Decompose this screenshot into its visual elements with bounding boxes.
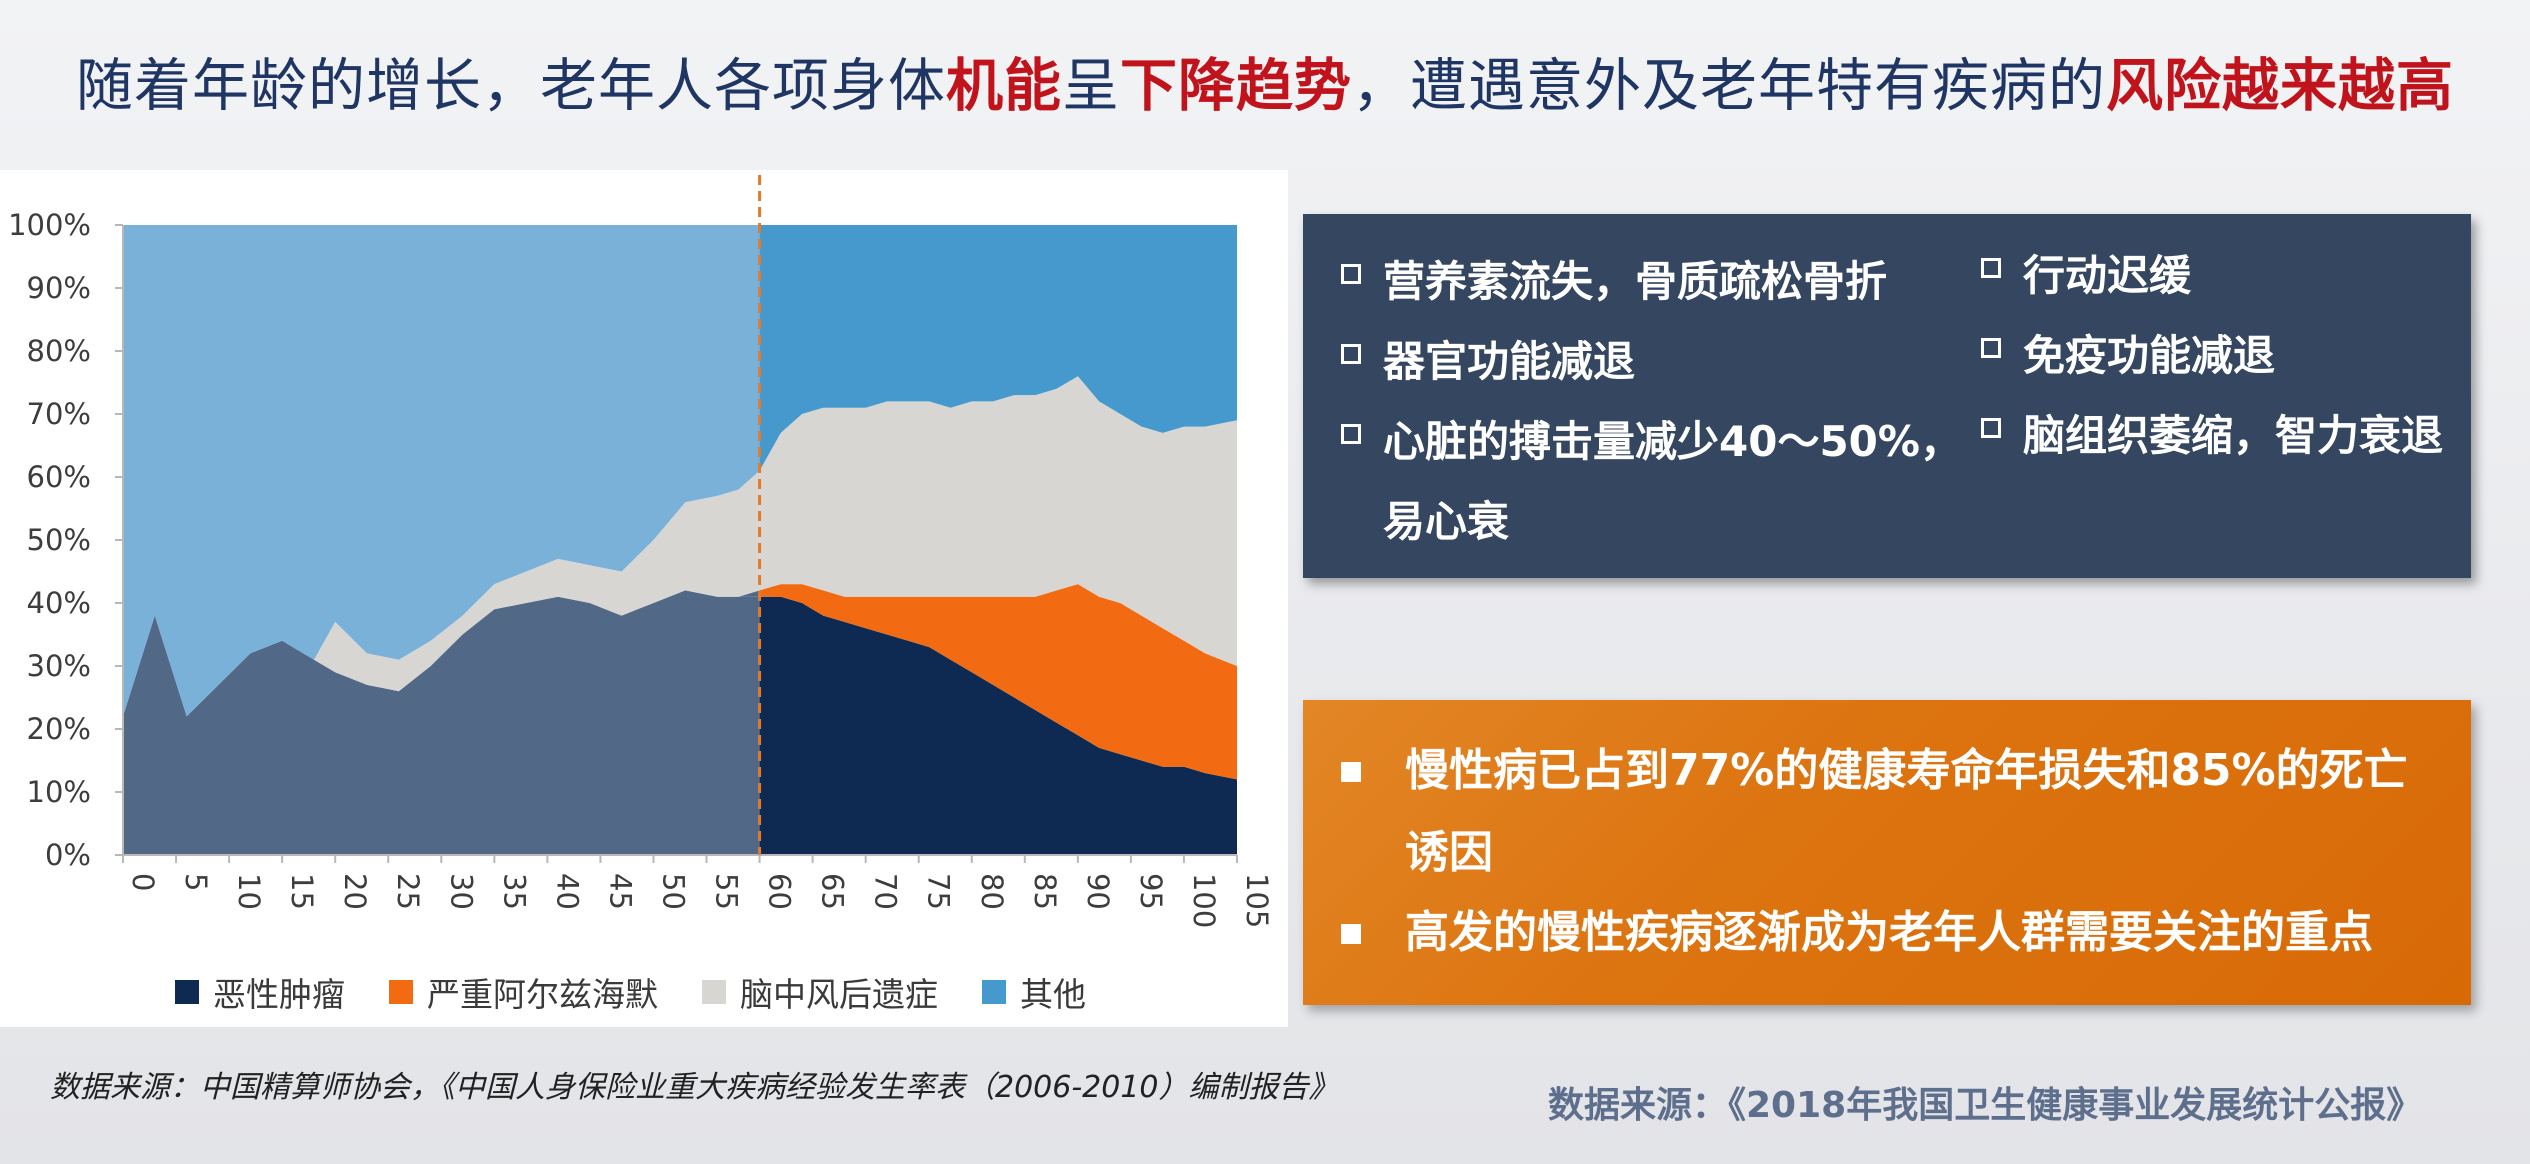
title-part-2: 呈 (1062, 53, 1120, 119)
x-tick-label: 45 (603, 873, 637, 910)
symptom-text: 脑组织萎缩，智力衰退 (2023, 411, 2444, 460)
chronic-item: 高发的慢性疾病逐渐成为老年人群需要关注的重点 (1341, 892, 2415, 974)
hollow-square-bullet-icon (1341, 344, 1361, 364)
legend-label-alzheimer: 严重阿尔兹海默 (427, 975, 658, 1014)
symptom-text: 营养素流失，骨质疏松骨折 (1383, 257, 1888, 306)
x-tick-label: 40 (550, 873, 584, 910)
hollow-square-bullet-icon (1981, 338, 2001, 358)
x-tick-label: 20 (338, 873, 372, 910)
hollow-square-bullet-icon (1981, 418, 2001, 438)
chart-panel: 0% 10% 20% 30% 40% 50% 60% 70% 80% 90% 100% 0 5 10 15 2… (0, 170, 1288, 1027)
y-tick-label: 10% (27, 775, 91, 809)
title-highlight-risk: 风险越来越高 (2106, 53, 2454, 119)
square-bullet-icon (1341, 762, 1361, 782)
y-tick-label: 40% (27, 586, 91, 620)
area-series-other-pre60 (123, 225, 760, 717)
y-tick-label: 80% (27, 334, 91, 368)
x-tick-label: 25 (391, 873, 425, 910)
symptom-text: 免疫功能减退 (2023, 331, 2276, 380)
symptoms-panel: 营养素流失，骨质疏松骨折 器官功能减退 心脏的搏击量减少40～50%， 易心衰 … (1303, 214, 2471, 578)
chronic-text: 慢性病已占到77%的健康寿命年损失和85%的死亡诱因 (1405, 745, 2408, 878)
title-highlight-function: 机能 (946, 53, 1062, 119)
x-tick-label: 10 (232, 873, 266, 910)
y-tick-label: 20% (27, 712, 91, 746)
legend-item-alzheimer: 严重阿尔兹海默 (389, 968, 658, 1016)
hollow-square-bullet-icon (1981, 258, 2001, 278)
legend-label-malignant: 恶性肿瘤 (213, 975, 345, 1014)
x-tick-label: 60 (763, 873, 797, 910)
y-tick-label: 70% (27, 397, 91, 431)
chronic-item: 慢性病已占到77%的健康寿命年损失和85%的死亡诱因 (1341, 730, 2415, 894)
x-tick-label: 30 (444, 873, 478, 910)
legend-swatch-stroke (702, 980, 726, 1004)
x-tick-label: 15 (285, 873, 319, 910)
x-tick-label: 70 (869, 873, 903, 910)
chronic-text: 高发的慢性疾病逐渐成为老年人群需要关注的重点 (1405, 907, 2373, 958)
y-tick-label: 30% (27, 649, 91, 683)
title-part-3: ，遭遇意外及老年特有疾病的 (1352, 53, 2106, 119)
y-tick-label: 90% (27, 271, 91, 305)
symptom-text: 行动迟缓 (2023, 251, 2192, 300)
legend-item-malignant: 恶性肿瘤 (175, 968, 345, 1016)
x-tick-label: 5 (179, 873, 213, 891)
x-tick-label: 80 (975, 873, 1009, 910)
legend-label-stroke: 脑中风后遗症 (740, 975, 938, 1014)
area-series-malignant-post60 (759, 596, 1237, 855)
legend-swatch-malignant (175, 980, 199, 1004)
page-title: 随着年龄的增长，老年人各项身体机能呈下降趋势，遭遇意外及老年特有疾病的风险越来越… (0, 40, 2530, 122)
symptom-item: 营养素流失，骨质疏松骨折 (1341, 242, 1887, 322)
x-tick-label: 0 (126, 873, 160, 891)
chronic-disease-panel: 慢性病已占到77%的健康寿命年损失和85%的死亡诱因 高发的慢性疾病逐渐成为老年… (1303, 700, 2471, 1005)
legend-item-other: 其他 (982, 968, 1086, 1016)
title-part-1: 随着年龄的增长，老年人各项身体 (76, 53, 946, 119)
y-tick-label: 100% (8, 208, 91, 242)
area-series-stroke-sequelae-post60 (759, 376, 1237, 666)
symptom-item: 免疫功能减退 (1981, 316, 2275, 396)
symptom-text: 器官功能减退 (1383, 337, 1636, 386)
hollow-square-bullet-icon (1341, 264, 1361, 284)
area-series-stroke-sequelae-pre60 (123, 470, 760, 717)
stacked-area-chart: 0% 10% 20% 30% 40% 50% 60% 70% 80% 90% 100% 0 5 10 15 2… (8, 175, 1274, 928)
square-bullet-icon (1341, 924, 1361, 944)
area-series-other-post60 (759, 225, 1237, 471)
x-tick-label: 75 (922, 873, 956, 910)
legend-item-stroke: 脑中风后遗症 (702, 968, 938, 1016)
symptom-text: 心脏的搏击量减少40～50%， 易心衰 (1383, 417, 1962, 546)
chart-source-note: 数据来源：中国精算师协会，《中国人身保险业重大疾病经验发生率表（2006-201… (50, 1070, 1339, 1105)
x-tick-label: 50 (656, 873, 690, 910)
symptom-item: 心脏的搏击量减少40～50%， 易心衰 (1341, 402, 1962, 562)
x-tick-label: 35 (497, 873, 531, 910)
symptom-item: 器官功能减退 (1341, 322, 1635, 402)
legend-label-other: 其他 (1020, 975, 1086, 1014)
report-source-note: 数据来源：《2018年我国卫生健康事业发展统计公报》 (1548, 1085, 2423, 1126)
area-series-alzheimer-post60 (759, 584, 1237, 780)
area-series-malignant-pre60 (123, 590, 760, 855)
x-tick-label: 100 (1187, 873, 1221, 928)
x-tick-label: 65 (816, 873, 850, 910)
symptom-item: 行动迟缓 (1981, 236, 2191, 316)
legend-swatch-alzheimer (389, 980, 413, 1004)
x-tick-label: 90 (1081, 873, 1115, 910)
x-tick-label: 105 (1240, 873, 1274, 928)
y-tick-label: 60% (27, 460, 91, 494)
y-tick-label: 50% (27, 523, 91, 557)
chart-legend: 恶性肿瘤 严重阿尔兹海默 脑中风后遗症 其他 (175, 968, 1086, 1016)
hollow-square-bullet-icon (1341, 424, 1361, 444)
symptom-item: 脑组织萎缩，智力衰退 (1981, 396, 2443, 476)
y-tick-label: 0% (45, 838, 91, 872)
x-tick-label: 95 (1134, 873, 1168, 910)
x-tick-label: 55 (710, 873, 744, 910)
title-highlight-decline: 下降趋势 (1120, 53, 1352, 119)
x-tick-label: 85 (1028, 873, 1062, 910)
legend-swatch-other (982, 980, 1006, 1004)
